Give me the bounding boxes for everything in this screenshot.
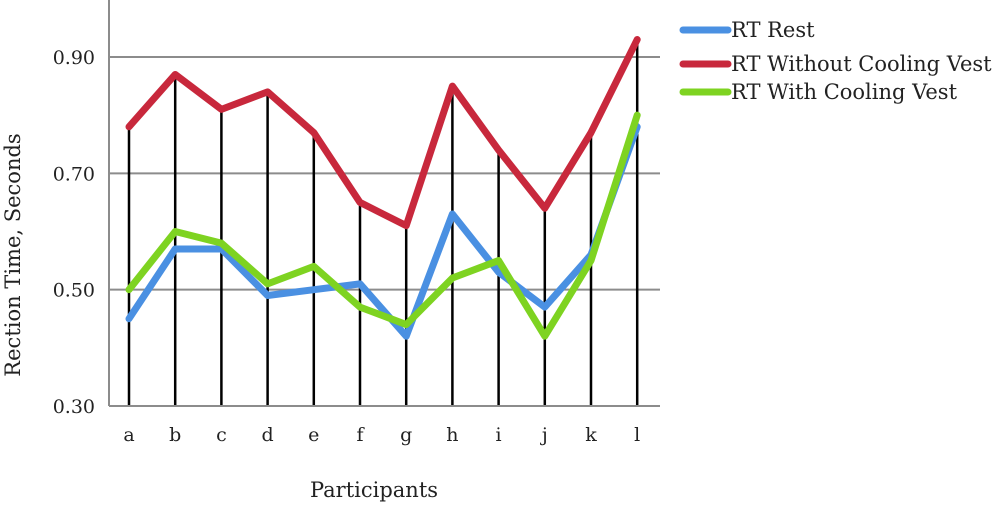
x-tick-label: k: [585, 424, 597, 446]
legend-label: RT With Cooling Vest: [731, 80, 958, 104]
y-tick-label: 0.90: [53, 47, 95, 69]
grid-lines: [109, 56, 660, 291]
x-tick-label: e: [308, 424, 319, 446]
x-tick-label: l: [634, 424, 640, 446]
series-line-rt-rest: [125, 123, 641, 340]
x-tick-label: j: [540, 424, 548, 446]
legend-label: RT Rest: [731, 18, 815, 42]
axes: [108, 0, 660, 407]
x-tick-label: i: [496, 424, 502, 446]
legend: RT Rest RT Without Cooling Vest RT With Co…: [679, 18, 992, 104]
x-tick-label: b: [169, 424, 181, 446]
x-tick-label: d: [262, 424, 274, 446]
legend-label: RT Without Cooling Vest: [731, 52, 992, 76]
y-axis-title: Rection Time, Seconds: [1, 133, 25, 376]
y-tick-label: 0.30: [53, 396, 95, 418]
series-line-rt-without-cooling-vest: [125, 36, 641, 230]
x-tick-label: c: [216, 424, 227, 446]
y-tick-label: 0.70: [53, 163, 95, 185]
x-axis-title: Participants: [310, 478, 438, 502]
y-tick-label: 0.50: [53, 280, 95, 302]
x-tick-label: f: [356, 424, 365, 446]
x-tick-label: g: [400, 424, 412, 446]
x-tick-labels: a b c d e f g h i j k l: [123, 424, 640, 446]
series-line-rt-with-cooling-vest: [125, 111, 641, 340]
x-tick-label: a: [123, 424, 134, 446]
x-tick-label: h: [446, 424, 458, 446]
y-tick-labels: 0.30 0.50 0.70 0.90: [53, 47, 95, 418]
series-lines: [125, 36, 641, 340]
